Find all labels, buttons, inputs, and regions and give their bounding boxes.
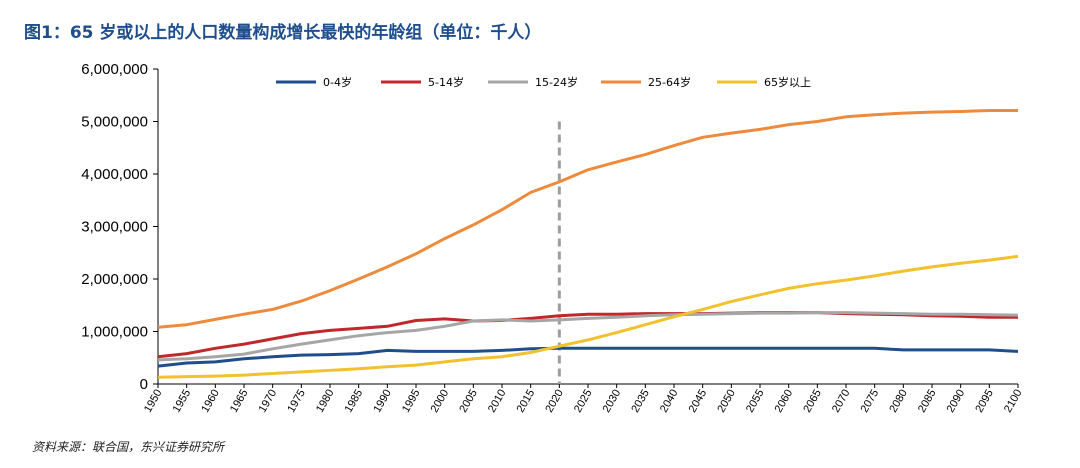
legend-label: 5-14岁 <box>428 75 464 89</box>
x-tick-label: 1985 <box>343 388 366 415</box>
legend-label: 15-24岁 <box>535 75 578 89</box>
x-tick-label: 2100 <box>1002 388 1025 415</box>
series-line-1 <box>157 346 1019 368</box>
x-tick-label: 2070 <box>830 388 853 415</box>
x-tick-label: 2010 <box>486 388 509 415</box>
y-tick-label: 1,000,000 <box>81 324 148 341</box>
x-tick-label: 1960 <box>199 388 222 415</box>
chart-title: 图1：65 岁或以上的人口数量构成增长最快的年龄组（单位：千人） <box>24 23 542 43</box>
legend: 0-4岁 5-14岁 15-24岁 25-64岁 65岁以上 <box>276 75 811 89</box>
x-tick-label: 2080 <box>887 388 910 415</box>
x-tick-label: 2050 <box>715 388 738 415</box>
x-tick-label: 2025 <box>572 388 595 415</box>
x-tick-label: 2040 <box>658 388 681 415</box>
x-tick-label: 1955 <box>171 388 194 415</box>
x-tick-labels: 1950 1955 1960 1965 1970 1975 1980 1985 1990 1995… <box>142 384 1025 415</box>
x-tick-label: 1970 <box>257 388 280 415</box>
legend-label: 65岁以上 <box>764 75 811 89</box>
x-tick-label: 2035 <box>629 388 652 415</box>
x-tick-label: 2005 <box>457 388 480 415</box>
series-lines <box>157 109 1019 379</box>
series-line-3 <box>157 311 1019 362</box>
x-tick-label: 2000 <box>429 388 452 415</box>
y-tick-label: 5,000,000 <box>81 114 148 131</box>
x-tick-label: 2030 <box>601 388 624 415</box>
x-tick-label: 2085 <box>916 388 939 415</box>
x-tick-label: 1995 <box>400 388 423 415</box>
x-tick-label: 2060 <box>773 388 796 415</box>
y-tick-label: 4,000,000 <box>81 166 148 183</box>
x-tick-label: 2090 <box>945 388 968 415</box>
source-note: 资料来源：联合国，东兴证券研究所 <box>32 440 225 454</box>
x-tick-label: 2075 <box>859 388 882 415</box>
x-tick-label: 2055 <box>744 388 767 415</box>
series-line-5 <box>157 254 1019 379</box>
y-tick-labels: 0 1,000,000 2,000,000 3,000,000 4,000,000 5,0… <box>81 61 158 393</box>
x-tick-label: 1980 <box>314 388 337 415</box>
y-tick-label: 6,000,000 <box>81 61 148 78</box>
y-tick-label: 0 <box>140 376 148 393</box>
x-tick-label: 2020 <box>543 388 566 415</box>
y-tick-label: 3,000,000 <box>81 219 148 236</box>
series-line-4 <box>157 109 1018 329</box>
legend-label: 25-64岁 <box>648 75 691 89</box>
x-tick-label: 1965 <box>228 388 251 415</box>
x-tick-label: 1975 <box>285 388 308 415</box>
x-tick-label: 2095 <box>973 388 996 415</box>
x-tick-label: 2045 <box>687 388 710 415</box>
x-tick-label: 1990 <box>371 388 394 415</box>
x-tick-label: 2065 <box>801 388 824 415</box>
y-tick-label: 2,000,000 <box>81 271 148 288</box>
legend-label: 0-4岁 <box>323 75 352 89</box>
x-tick-label: 2015 <box>515 388 538 415</box>
